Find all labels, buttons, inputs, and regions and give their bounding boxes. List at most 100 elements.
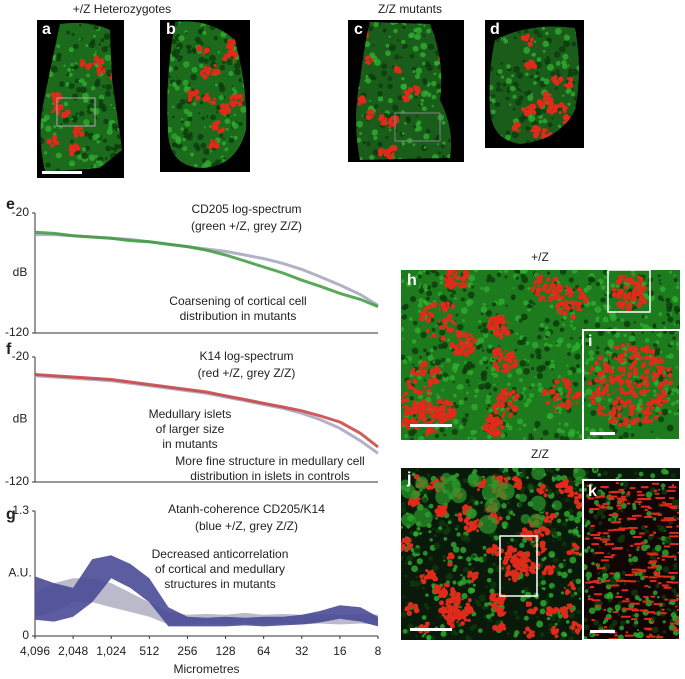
- green-cell: [515, 615, 520, 620]
- green-cell: [409, 395, 414, 401]
- green-cell: [397, 39, 400, 42]
- red-cell: [489, 592, 496, 599]
- red-cell: [545, 400, 550, 405]
- green-cell: [110, 147, 114, 151]
- red-cell: [493, 320, 500, 327]
- green-cell: [493, 383, 496, 386]
- green-cell: [45, 93, 51, 98]
- red-cell: [401, 405, 404, 409]
- red-cell: [205, 95, 211, 102]
- green-cell: [411, 565, 418, 573]
- red-cell: [450, 592, 454, 596]
- red-cell: [525, 601, 530, 605]
- green-cell: [545, 330, 551, 337]
- green-cell: [617, 473, 622, 478]
- red-cell: [482, 481, 487, 486]
- green-cell: [433, 480, 445, 492]
- red-cell: [451, 599, 455, 604]
- green-cell: [423, 632, 427, 636]
- red-cell: [457, 282, 461, 285]
- green-cell: [434, 359, 441, 366]
- red-cell: [614, 345, 620, 351]
- red-cell: [434, 413, 440, 418]
- red-cell: [447, 407, 453, 414]
- green-cell: [527, 287, 531, 291]
- green-cell: [638, 414, 642, 418]
- red-cell: [559, 295, 565, 301]
- red-cell: [457, 350, 464, 356]
- green-cell: [559, 435, 565, 440]
- green-cell: [427, 92, 432, 97]
- red-cell: [460, 621, 465, 626]
- red-cell: [559, 101, 564, 106]
- red-cell: [665, 366, 672, 373]
- red-cell: [530, 568, 536, 574]
- green-cell: [425, 270, 431, 275]
- red-cell: [569, 402, 573, 406]
- red-cell: [416, 419, 420, 423]
- green-cell: [105, 145, 112, 152]
- red-cell: [521, 527, 528, 533]
- green-cell: [522, 485, 526, 490]
- red-cell: [528, 536, 533, 541]
- red-cell: [568, 295, 571, 298]
- green-cell: [214, 83, 218, 87]
- green-cell: [519, 542, 525, 548]
- red-cell: [490, 602, 495, 607]
- green-cell: [652, 389, 657, 393]
- red-cell: [454, 266, 456, 268]
- green-cell: [75, 65, 79, 69]
- green-cell: [485, 585, 489, 589]
- green-cell: [634, 471, 638, 475]
- green-cell: [543, 78, 550, 85]
- red-cell: [413, 607, 420, 614]
- red-cell: [492, 403, 499, 409]
- green-cell: [417, 274, 422, 279]
- red-cell: [542, 102, 545, 105]
- red-cell: [611, 374, 614, 377]
- green-cell: [468, 274, 475, 282]
- red-cell: [630, 363, 634, 366]
- green-cell: [524, 358, 527, 361]
- green-cell: [578, 488, 583, 492]
- red-cell: [575, 551, 580, 556]
- green-cell: [555, 69, 560, 74]
- green-cell: [401, 77, 405, 81]
- green-cell: [573, 480, 576, 483]
- green-cell: [542, 587, 546, 591]
- green-cell: [428, 556, 434, 561]
- red-cell: [186, 89, 192, 95]
- green-cell: [470, 436, 473, 439]
- red-cell: [571, 305, 576, 310]
- green-cell: [73, 43, 79, 49]
- red-cell: [563, 84, 566, 87]
- green-cell: [75, 86, 82, 93]
- green-cell: [401, 612, 407, 618]
- red-cell: [455, 592, 461, 598]
- red-cell: [508, 320, 511, 324]
- green-cell: [437, 92, 441, 96]
- green-cell: [548, 550, 556, 558]
- red-cell: [413, 400, 418, 405]
- green-cell: [498, 468, 505, 473]
- red-cell: [463, 509, 467, 514]
- green-cell: [494, 102, 500, 108]
- red-cell: [526, 633, 532, 639]
- green-cell: [555, 342, 558, 345]
- green-cell: [657, 332, 663, 338]
- green-cell: [607, 397, 612, 403]
- green-cell: [567, 430, 575, 438]
- green-cell: [432, 345, 438, 351]
- green-cell: [176, 103, 183, 110]
- green-cell: [520, 488, 525, 493]
- red-cell: [612, 416, 617, 421]
- red-cell: [565, 305, 571, 311]
- green-cell: [441, 120, 446, 125]
- green-cell: [437, 114, 445, 121]
- red-cell: [597, 355, 603, 361]
- red-cell: [536, 552, 541, 556]
- green-cell: [362, 141, 366, 145]
- red-cell: [462, 612, 465, 615]
- red-cell: [438, 308, 442, 311]
- green-cell: [559, 270, 567, 275]
